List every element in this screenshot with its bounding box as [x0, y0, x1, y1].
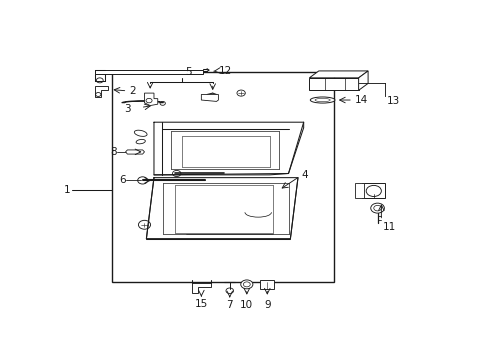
Polygon shape [95, 69, 203, 74]
Text: 2: 2 [129, 86, 136, 96]
Text: 6: 6 [119, 175, 125, 185]
Text: 3: 3 [124, 104, 131, 114]
Text: 4: 4 [301, 170, 308, 180]
Polygon shape [95, 86, 108, 97]
Ellipse shape [136, 139, 145, 144]
Text: 10: 10 [240, 300, 253, 310]
Ellipse shape [240, 280, 252, 289]
Bar [112, 72, 333, 282]
Polygon shape [144, 93, 158, 105]
Ellipse shape [314, 98, 329, 102]
Text: 7: 7 [226, 300, 233, 310]
Polygon shape [309, 71, 367, 78]
Polygon shape [201, 94, 218, 102]
Text: 8: 8 [110, 147, 117, 157]
Text: 11: 11 [383, 222, 396, 232]
Polygon shape [354, 183, 364, 198]
Text: 5: 5 [185, 67, 192, 77]
Polygon shape [362, 183, 385, 198]
Text: 1: 1 [64, 185, 70, 195]
Polygon shape [122, 101, 163, 103]
Text: 15: 15 [194, 299, 207, 309]
Ellipse shape [310, 97, 334, 103]
Polygon shape [191, 283, 210, 293]
Polygon shape [358, 71, 367, 90]
Ellipse shape [134, 130, 147, 136]
Text: 12: 12 [218, 66, 231, 76]
Polygon shape [125, 150, 144, 154]
Bar [260, 280, 274, 288]
Text: 14: 14 [354, 95, 367, 105]
Text: 9: 9 [264, 300, 270, 310]
Polygon shape [309, 78, 358, 90]
Text: 13: 13 [386, 96, 400, 106]
